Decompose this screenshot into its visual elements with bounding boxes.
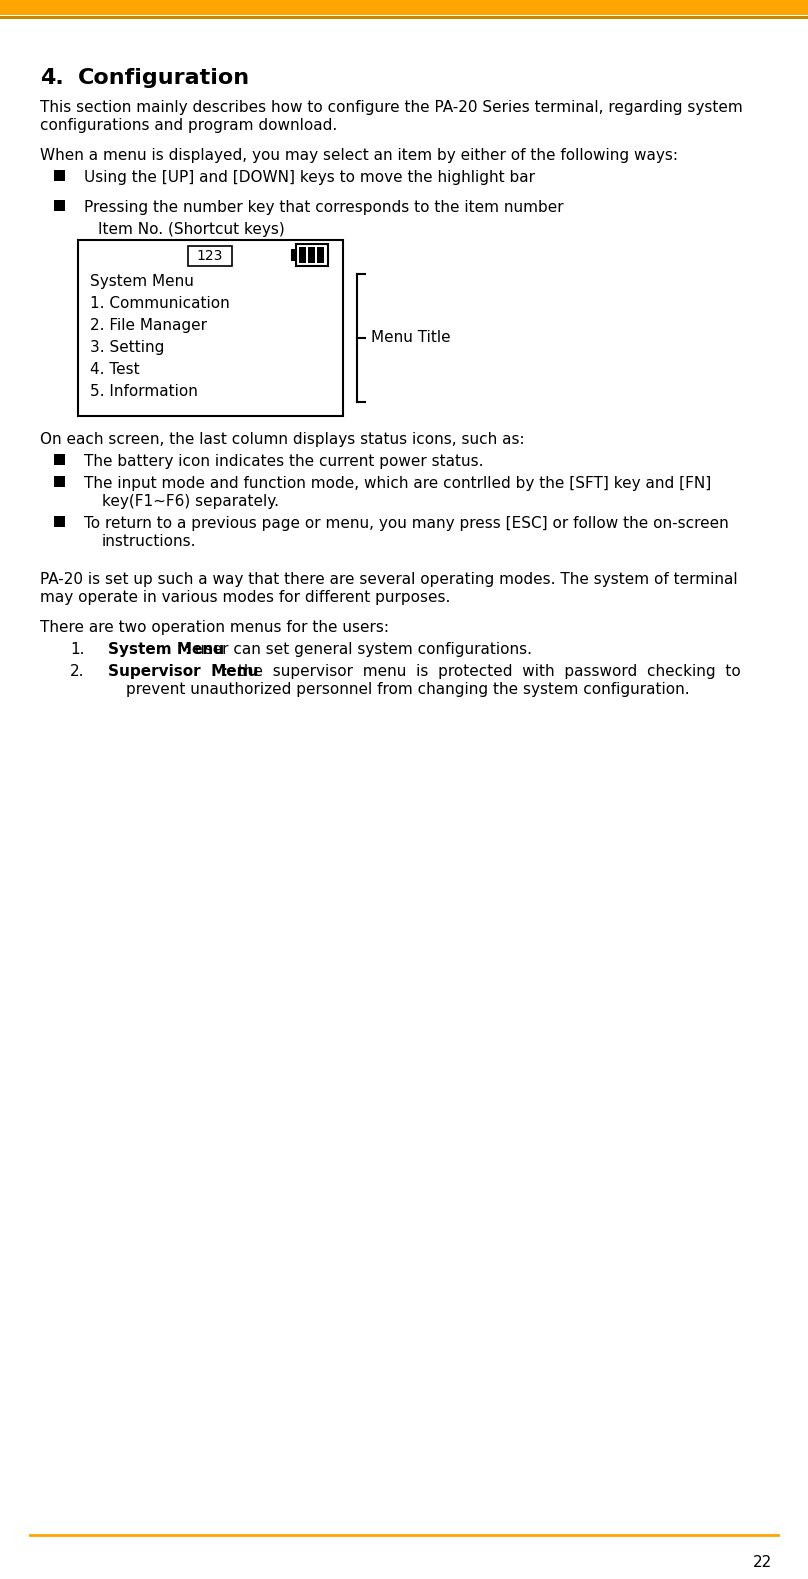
- Text: System Menu: System Menu: [108, 643, 224, 657]
- Bar: [78, 240, 343, 415]
- Text: 22: 22: [753, 1555, 772, 1570]
- Text: configurations and program download.: configurations and program download.: [40, 118, 337, 133]
- Bar: [299, 246, 306, 264]
- Text: Configuration: Configuration: [78, 68, 250, 88]
- Text: Using the [UP] and [DOWN] keys to move the highlight bar: Using the [UP] and [DOWN] keys to move t…: [84, 171, 535, 185]
- Text: There are two operation menus for the users:: There are two operation menus for the us…: [40, 621, 389, 635]
- Bar: [54, 171, 65, 182]
- Text: To return to a previous page or menu, you many press [ESC] or follow the on-scre: To return to a previous page or menu, yo…: [84, 516, 729, 531]
- Bar: [188, 246, 232, 265]
- Bar: [317, 246, 324, 264]
- Text: When a menu is displayed, you may select an item by either of the following ways: When a menu is displayed, you may select…: [40, 148, 678, 163]
- Bar: [0, 0, 808, 14]
- Text: Supervisor  Menu: Supervisor Menu: [108, 665, 259, 679]
- Text: : user can set general system configurations.: : user can set general system configurat…: [185, 643, 532, 657]
- Text: The input mode and function mode, which are contrlled by the [SFT] key and [FN]: The input mode and function mode, which …: [84, 475, 711, 491]
- Text: PA-20 is set up such a way that there are several operating modes. The system of: PA-20 is set up such a way that there ar…: [40, 572, 738, 587]
- Bar: [291, 249, 296, 261]
- Bar: [54, 516, 65, 527]
- Text: Item No. (Shortcut keys): Item No. (Shortcut keys): [98, 223, 284, 237]
- Text: 3. Setting: 3. Setting: [90, 339, 164, 355]
- Text: This section mainly describes how to configure the PA-20 Series terminal, regard: This section mainly describes how to con…: [40, 99, 743, 115]
- Text: may operate in various modes for different purposes.: may operate in various modes for differe…: [40, 591, 450, 605]
- Bar: [296, 245, 328, 265]
- Text: 2. File Manager: 2. File Manager: [90, 317, 207, 333]
- Text: key(F1~F6) separately.: key(F1~F6) separately.: [102, 494, 279, 508]
- Text: 1.: 1.: [70, 643, 85, 657]
- Text: System Menu: System Menu: [90, 275, 194, 289]
- Bar: [308, 246, 315, 264]
- Text: instructions.: instructions.: [102, 534, 196, 549]
- Bar: [0, 16, 808, 19]
- Text: 123: 123: [197, 249, 223, 264]
- Text: 2.: 2.: [70, 665, 85, 679]
- Text: 5. Information: 5. Information: [90, 384, 198, 399]
- Bar: [54, 475, 65, 486]
- Text: prevent unauthorized personnel from changing the system configuration.: prevent unauthorized personnel from chan…: [126, 682, 689, 696]
- Text: Pressing the number key that corresponds to the item number: Pressing the number key that corresponds…: [84, 201, 564, 215]
- Text: 1. Communication: 1. Communication: [90, 295, 229, 311]
- Bar: [54, 455, 65, 464]
- Text: 4. Test: 4. Test: [90, 362, 140, 377]
- Text: :  the  supervisor  menu  is  protected  with  password  checking  to: : the supervisor menu is protected with …: [223, 665, 741, 679]
- Text: Menu Title: Menu Title: [371, 330, 451, 346]
- Text: The battery icon indicates the current power status.: The battery icon indicates the current p…: [84, 455, 483, 469]
- Text: 4.: 4.: [40, 68, 64, 88]
- Bar: [54, 201, 65, 212]
- Text: On each screen, the last column displays status icons, such as:: On each screen, the last column displays…: [40, 433, 524, 447]
